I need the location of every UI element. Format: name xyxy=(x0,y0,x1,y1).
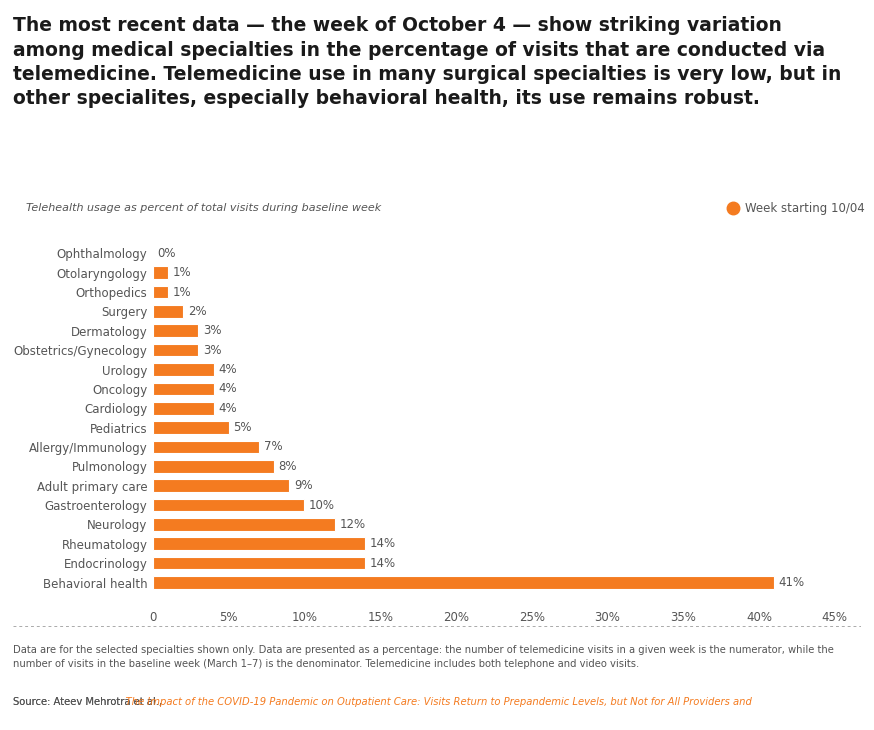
Text: 0%: 0% xyxy=(157,247,176,260)
Bar xyxy=(153,557,365,569)
Text: Source: Ateev Mehrotra et al.,: Source: Ateev Mehrotra et al., xyxy=(13,697,165,707)
Bar xyxy=(153,518,335,531)
Bar xyxy=(153,266,168,279)
Text: 5%: 5% xyxy=(233,421,252,434)
Bar xyxy=(153,364,213,376)
Bar xyxy=(153,402,213,415)
Bar xyxy=(153,460,274,472)
Text: 12%: 12% xyxy=(339,518,365,531)
Text: Week starting 10/04: Week starting 10/04 xyxy=(746,201,865,215)
Bar xyxy=(153,499,304,511)
Text: The most recent data — the week of October 4 — show striking variation
among med: The most recent data — the week of Octob… xyxy=(13,16,842,108)
Text: Source: Ateev Mehrotra et al.,: Source: Ateev Mehrotra et al., xyxy=(13,697,165,707)
Bar xyxy=(153,285,168,299)
Bar xyxy=(153,480,289,492)
Bar xyxy=(153,305,184,318)
Bar xyxy=(153,441,259,453)
Text: 4%: 4% xyxy=(218,363,237,376)
Text: The Impact of the COVID-19 Pandemic on Outpatient Care: Visits Return to Prepand: The Impact of the COVID-19 Pandemic on O… xyxy=(13,697,752,707)
Text: 1%: 1% xyxy=(173,285,191,299)
Bar xyxy=(153,344,198,356)
Bar xyxy=(153,421,229,434)
Text: 2%: 2% xyxy=(188,305,206,318)
Bar xyxy=(153,576,774,589)
Text: Data are for the selected specialties shown only. Data are presented as a percen: Data are for the selected specialties sh… xyxy=(13,645,834,669)
Text: 10%: 10% xyxy=(309,499,335,512)
Text: 14%: 14% xyxy=(370,557,396,569)
Text: 3%: 3% xyxy=(203,344,221,357)
Text: 9%: 9% xyxy=(294,479,313,492)
Text: 41%: 41% xyxy=(779,576,805,589)
Text: 14%: 14% xyxy=(370,537,396,550)
Text: Telehealth usage as percent of total visits during baseline week: Telehealth usage as percent of total vis… xyxy=(26,203,381,213)
Text: 4%: 4% xyxy=(218,402,237,415)
Bar xyxy=(153,325,198,337)
Text: 8%: 8% xyxy=(279,460,297,473)
Text: 4%: 4% xyxy=(218,383,237,396)
Text: 7%: 7% xyxy=(264,440,282,453)
Text: 1%: 1% xyxy=(173,266,191,279)
Bar xyxy=(153,537,365,550)
Bar xyxy=(153,383,213,395)
Text: 3%: 3% xyxy=(203,324,221,337)
